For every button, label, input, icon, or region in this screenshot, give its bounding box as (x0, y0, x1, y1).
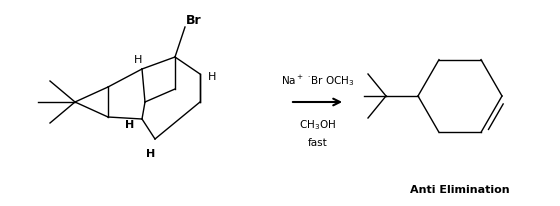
Text: H: H (125, 119, 134, 129)
Text: fast: fast (307, 137, 328, 147)
Text: Br: Br (186, 13, 202, 26)
Text: H: H (208, 72, 216, 82)
Text: Na$^+$ $^{\cdot}$Br OCH$_3$: Na$^+$ $^{\cdot}$Br OCH$_3$ (281, 73, 354, 88)
Text: Anti Elimination: Anti Elimination (410, 184, 510, 194)
Text: H: H (146, 148, 156, 158)
Text: CH$_3$OH: CH$_3$OH (299, 118, 336, 131)
Text: H: H (134, 55, 142, 65)
